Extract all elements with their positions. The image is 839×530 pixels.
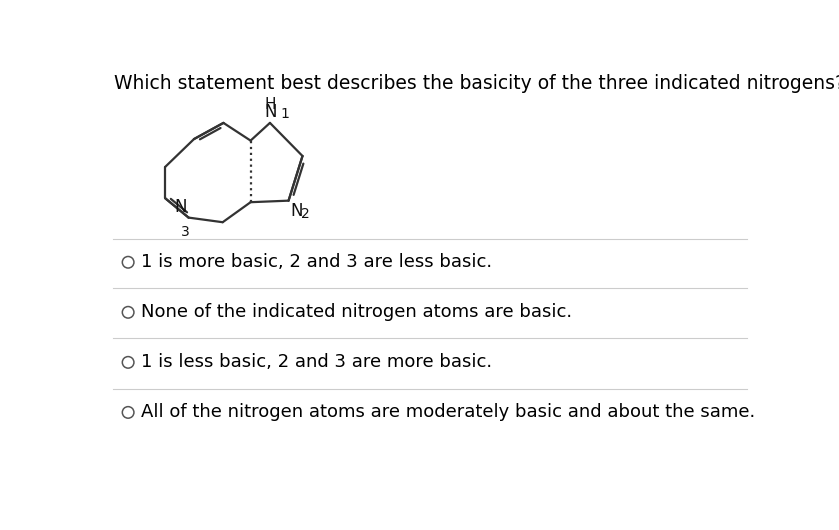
Text: 1 is less basic, 2 and 3 are more basic.: 1 is less basic, 2 and 3 are more basic. xyxy=(140,354,492,372)
Text: N: N xyxy=(290,202,303,220)
Text: N: N xyxy=(264,103,277,121)
Text: N: N xyxy=(175,198,187,216)
Text: 3: 3 xyxy=(181,225,190,240)
Text: All of the nitrogen atoms are moderately basic and about the same.: All of the nitrogen atoms are moderately… xyxy=(140,403,755,421)
Text: None of the indicated nitrogen atoms are basic.: None of the indicated nitrogen atoms are… xyxy=(140,303,571,321)
Text: Which statement best describes the basicity of the three indicated nitrogens?: Which statement best describes the basic… xyxy=(114,74,839,93)
Text: H: H xyxy=(265,97,277,112)
Text: 2: 2 xyxy=(301,207,310,221)
Text: 1: 1 xyxy=(281,108,289,121)
Text: 1 is more basic, 2 and 3 are less basic.: 1 is more basic, 2 and 3 are less basic. xyxy=(140,253,492,271)
